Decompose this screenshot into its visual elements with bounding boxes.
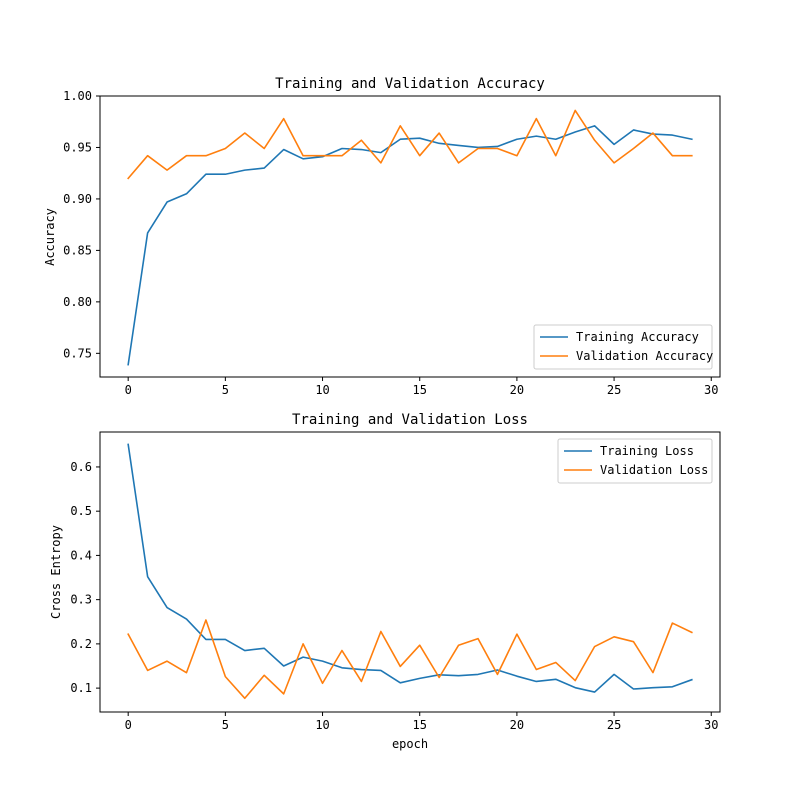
loss-x-tick-label: 5 (222, 718, 229, 732)
loss-x-tick-label: 15 (412, 718, 426, 732)
loss-y-tick-label: 0.2 (70, 637, 92, 651)
training-loss-line (127, 443, 693, 693)
accuracy-x-tick-label: 30 (704, 383, 718, 397)
loss-ticks: 0 5 10 15 20 25 30 0.1 0.2 0.3 0.4 0.5 0.6 (70, 460, 718, 732)
training-loss-legend-label: Training Loss (600, 444, 694, 458)
loss-x-tick-label: 10 (315, 718, 329, 732)
validation-loss-line (127, 619, 693, 700)
accuracy-y-tick-label: 0.90 (63, 192, 92, 206)
loss-plot-frame (99, 431, 721, 713)
accuracy-y-tick-label: 0.80 (63, 295, 92, 309)
accuracy-y-tick-label: 0.85 (63, 243, 92, 257)
loss-y-tick-label: 0.6 (70, 460, 92, 474)
validation-accuracy-legend-label: Validation Accuracy (576, 349, 713, 363)
accuracy-y-tick-label: 1.00 (63, 89, 92, 103)
accuracy-x-tick-label: 0 (125, 383, 132, 397)
accuracy-y-tick-label: 0.75 (63, 346, 92, 360)
accuracy-y-axis-label: Accuracy (43, 208, 57, 266)
loss-legend: Training Loss Validation Loss (557, 438, 713, 484)
loss-plot-layer (127, 443, 693, 700)
loss-y-axis-label: Cross Entropy (49, 525, 63, 619)
accuracy-chart-title: Training and Validation Accuracy (275, 76, 545, 92)
accuracy-x-tick-label: 10 (315, 383, 329, 397)
accuracy-x-tick-label: 15 (412, 383, 426, 397)
loss-y-tick-label: 0.3 (70, 593, 92, 607)
accuracy-x-tick-label: 5 (222, 383, 229, 397)
accuracy-y-tick-label: 0.95 (63, 140, 92, 154)
loss-x-axis-label: epoch (392, 737, 428, 751)
loss-y-tick-label: 0.1 (70, 681, 92, 695)
loss-chart-title: Training and Validation Loss (292, 412, 528, 428)
loss-x-tick-label: 25 (607, 718, 621, 732)
loss-y-tick-label: 0.5 (70, 504, 92, 518)
accuracy-x-tick-label: 25 (607, 383, 621, 397)
training-accuracy-legend-label: Training Accuracy (576, 330, 699, 344)
accuracy-plot-frame (99, 95, 721, 378)
validation-loss-legend-label: Validation Loss (600, 463, 708, 477)
accuracy-legend-box (533, 324, 713, 370)
loss-x-tick-label: 0 (125, 718, 132, 732)
loss-y-tick-label: 0.4 (70, 548, 92, 562)
training-accuracy-line (127, 125, 693, 366)
loss-x-tick-label: 20 (510, 718, 524, 732)
accuracy-chart: Training and Validation Accuracy Accurac… (43, 76, 721, 397)
accuracy-legend: Training Accuracy Validation Accuracy (533, 324, 713, 370)
accuracy-ticks: 0 5 10 15 20 25 30 0.75 0.80 0.85 0.90 0.95 1.00 (63, 89, 718, 397)
loss-chart: Training and Validation Loss epoch Cross… (49, 412, 721, 751)
accuracy-plot-layer (127, 109, 693, 366)
validation-accuracy-line (127, 109, 693, 180)
loss-legend-box (557, 438, 713, 484)
accuracy-x-tick-label: 20 (510, 383, 524, 397)
loss-x-tick-label: 30 (704, 718, 718, 732)
